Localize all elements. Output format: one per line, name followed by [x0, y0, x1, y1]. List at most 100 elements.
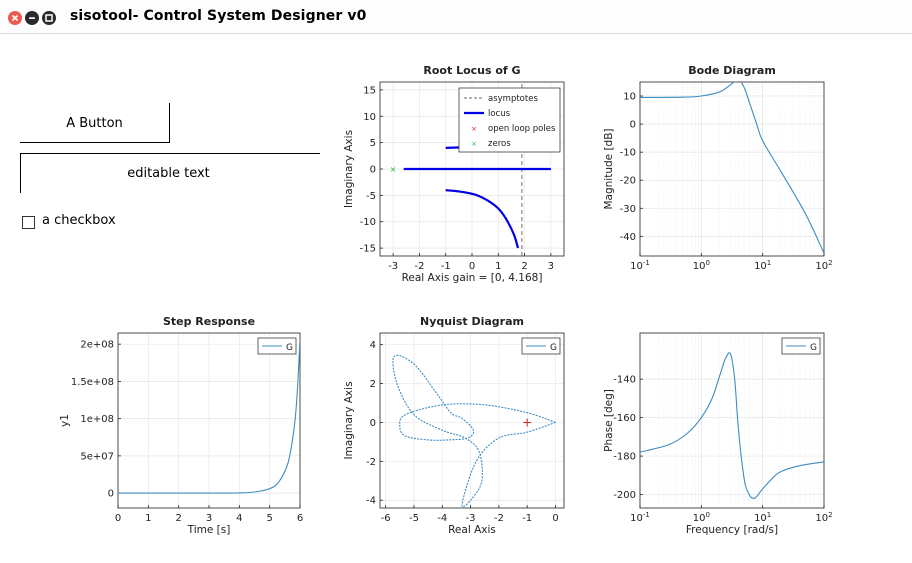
chart-title: Nyquist Diagram	[420, 315, 524, 328]
maximize-window-icon[interactable]	[42, 11, 56, 25]
x-tick-label: 1	[495, 261, 501, 272]
x-axis-label: Real Axis	[448, 524, 496, 536]
x-axis-label: Frequency [rad/s]	[686, 524, 778, 536]
x-axis-label: Time [s]	[187, 524, 231, 536]
y-tick-label: -5	[366, 191, 376, 202]
editable-text-field[interactable]: editable text	[20, 153, 320, 193]
close-window-icon[interactable]	[8, 11, 22, 25]
x-tick-label: 2	[521, 261, 527, 272]
step-response-chart: 0 1 2 3 4 5 6 0 5e+07 1e+08 1.5e+08 2e+08 Step Respo…	[59, 315, 303, 536]
x-tick-label: 4	[236, 513, 242, 524]
y-tick-label: -40	[620, 232, 636, 243]
y-tick-label: 2	[370, 379, 376, 390]
chart-title: Bode Diagram	[688, 64, 776, 77]
y-tick-label: 5	[370, 138, 376, 149]
x-tick-label: -2	[494, 513, 504, 524]
x-tick-label: 100	[693, 259, 710, 272]
x-tick-label: 1	[145, 513, 151, 524]
plot-frame	[639, 332, 825, 509]
y-tick-label: -20	[620, 176, 636, 187]
x-tick-label: 10-1	[630, 259, 650, 272]
legend-entry: asymptotes	[488, 94, 538, 104]
x-tick-label: -2	[414, 261, 424, 272]
checkbox[interactable]	[22, 216, 35, 229]
plot-series	[640, 352, 824, 500]
plot-area	[380, 333, 564, 508]
x-tick-label: -3	[388, 261, 398, 272]
y-tick-label: -4	[366, 496, 376, 507]
plot-series	[118, 340, 300, 494]
x-tick-label: -5	[409, 513, 419, 524]
x-tick-label: 101	[754, 259, 771, 272]
critical-point-marker	[523, 418, 532, 427]
response-curve	[640, 352, 824, 500]
plot-frame	[379, 332, 565, 509]
x-tick-label: -1	[522, 513, 532, 524]
plot-series	[640, 82, 824, 254]
y-axis-label: Magnitude [dB]	[603, 128, 615, 209]
chart-title: Root Locus of G	[423, 64, 520, 77]
response-curve	[640, 82, 824, 254]
y-tick-label: 1.5e+08	[71, 377, 114, 388]
y-tick-label: 5e+07	[80, 451, 114, 462]
checkbox-label: a checkbox	[42, 213, 116, 228]
y-tick-label: 0	[370, 165, 376, 176]
y-tick-label: 1e+08	[80, 414, 114, 425]
x-tick-label: 2	[175, 513, 181, 524]
legend-swatch: ×	[471, 140, 477, 148]
x-tick-label: 100	[693, 511, 710, 524]
y-tick-label: 2e+08	[80, 340, 114, 351]
y-tick-label: -30	[620, 204, 636, 215]
y-tick-label: 0	[108, 489, 114, 500]
x-tick-label: 0	[469, 261, 475, 272]
y-tick-label: 0	[370, 418, 376, 429]
legend-box	[458, 87, 561, 153]
legend-entry: zeros	[488, 139, 511, 149]
y-tick-label: 15	[363, 85, 376, 96]
y-tick-label: -160	[613, 413, 636, 424]
y-axis-label: y1	[59, 414, 71, 427]
legend-entry: locus	[488, 109, 511, 119]
x-tick-label: 3	[548, 261, 554, 272]
a-button[interactable]: A Button	[20, 103, 170, 143]
x-tick-label: 102	[815, 259, 832, 272]
y-axis-label: Phase [deg]	[603, 389, 615, 452]
nyquist-chart: -6 -5 -4 -3 -2 -1 0 -4 -2 0 2 4 Nyquist Diagram Real …	[343, 315, 565, 536]
chart-title: Step Response	[163, 315, 255, 328]
x-tick-label: -6	[381, 513, 391, 524]
legend-swatch: ×	[471, 125, 477, 133]
x-tick-label: 101	[754, 511, 771, 524]
window-title: sisotool- Control System Designer v0	[70, 8, 367, 24]
x-tick-label: 6	[297, 513, 303, 524]
window-titlebar: sisotool- Control System Designer v0	[0, 0, 912, 34]
x-tick-label: 3	[206, 513, 212, 524]
y-tick-label: 10	[623, 92, 636, 103]
legend-entry: open loop poles	[488, 124, 556, 134]
plot-series	[392, 354, 556, 508]
legend-entry: G	[286, 343, 293, 353]
y-tick-label: -15	[360, 244, 376, 255]
y-tick-label: -2	[366, 457, 376, 468]
y-tick-label: 0	[630, 120, 636, 131]
response-curve	[118, 340, 300, 494]
y-axis-label: Imaginary Axis	[343, 381, 355, 459]
x-tick-label: -3	[466, 513, 476, 524]
x-tick-label: -4	[437, 513, 447, 524]
x-tick-label: 0	[115, 513, 121, 524]
legend-entry: G	[550, 343, 557, 353]
x-tick-label: 10-1	[630, 511, 650, 524]
x-tick-label: 5	[266, 513, 272, 524]
x-tick-label: -1	[441, 261, 451, 272]
y-tick-label: -10	[620, 148, 636, 159]
bode-magnitude-chart: 10-1 100 101 102 -40 -30 -20 -10 0 10 Bode Diagram…	[603, 64, 833, 272]
locus-branch	[445, 189, 520, 249]
zero-marker: ×	[390, 165, 397, 174]
x-tick-label: 0	[552, 513, 558, 524]
minimize-window-icon[interactable]	[25, 11, 39, 25]
y-tick-label: 10	[363, 112, 376, 123]
response-curve	[392, 354, 556, 508]
y-tick-label: -200	[613, 490, 636, 501]
y-tick-label: -10	[360, 217, 376, 228]
y-axis-label: Imaginary Axis	[343, 130, 355, 208]
